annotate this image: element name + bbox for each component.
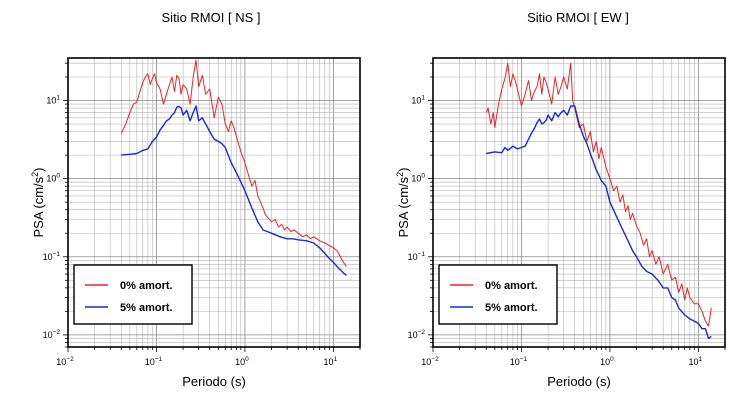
legend: 0% amort. 5% amort. xyxy=(438,264,558,325)
series-line-blue xyxy=(486,105,712,340)
x-tick-label: 101 xyxy=(689,356,703,367)
legend-box xyxy=(438,264,558,325)
axis-ticks xyxy=(428,62,726,352)
x-tick-label: 10−2 xyxy=(56,356,74,367)
series-line-blue xyxy=(121,105,347,276)
x-tick-label: 10−1 xyxy=(510,356,528,367)
y-tick-label: 101 xyxy=(411,95,425,106)
x-tick-label: 101 xyxy=(324,356,338,367)
x-tick-label: 100 xyxy=(235,356,249,367)
axis-ticks xyxy=(63,62,361,352)
legend-label: 0% amort. xyxy=(120,280,173,292)
y-tick-label: 10−2 xyxy=(43,329,61,340)
chart-title: Sitio RMOI [ EW ] xyxy=(527,10,629,25)
y-tick-label: 100 xyxy=(411,173,425,184)
x-axis-label: Periodo (s) xyxy=(182,374,246,389)
chart-panel-2: Sitio RMOI [ EW ] 10−2 10−1 100 101 10−2 10−1 1… xyxy=(395,10,726,389)
legend-box xyxy=(73,264,193,325)
legend-label: 5% amort. xyxy=(120,302,173,314)
y-tick-label: 101 xyxy=(46,95,60,106)
y-tick-label: 10−1 xyxy=(408,251,426,262)
y-tick-label: 10−2 xyxy=(408,329,426,340)
chart-title: Sitio RMOI [ NS ] xyxy=(162,10,261,25)
y-tick-label: 10−1 xyxy=(43,251,61,262)
x-axis-label: Periodo (s) xyxy=(547,374,611,389)
x-tick-label: 100 xyxy=(600,356,614,367)
y-tick-label: 100 xyxy=(46,173,60,184)
x-tick-label: 10−1 xyxy=(145,356,163,367)
grid xyxy=(68,58,360,347)
series-line-red xyxy=(485,62,712,327)
legend-label: 0% amort. xyxy=(485,280,538,292)
y-axis-label: PSA (cm/s2) xyxy=(30,167,46,237)
legend: 0% amort. 5% amort. xyxy=(73,264,193,325)
legend-label: 5% amort. xyxy=(485,302,538,314)
chart-panel-1: Sitio RMOI [ NS ] 10−2 10−1 100 101 10−2 10−1 1… xyxy=(30,10,361,389)
series-line-red xyxy=(120,59,347,267)
x-tick-label: 10−2 xyxy=(421,356,439,367)
y-axis-label: PSA (cm/s2) xyxy=(395,167,411,237)
